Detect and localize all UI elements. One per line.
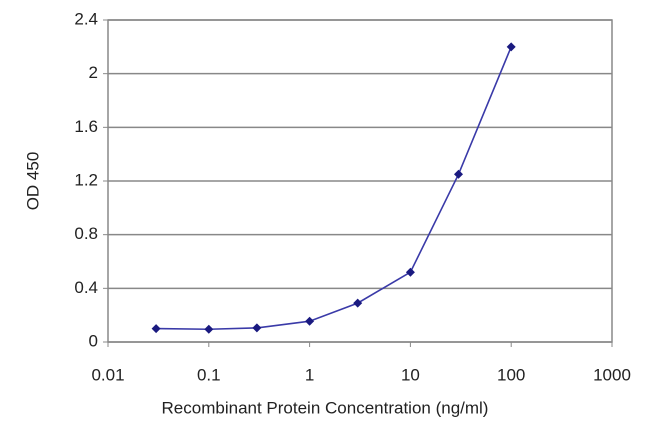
data-marker xyxy=(453,169,463,179)
y-tick-label: 2 xyxy=(89,63,98,82)
x-tick-label: 10 xyxy=(401,365,420,384)
y-tick-label: 0 xyxy=(89,331,98,350)
x-tick-label: 100 xyxy=(497,365,525,384)
y-tick-label: 0.4 xyxy=(74,278,98,297)
data-marker xyxy=(305,316,315,326)
y-axis-title: OD 450 xyxy=(23,152,42,211)
data-line xyxy=(156,46,512,331)
y-tick-label: 2.4 xyxy=(74,9,98,28)
x-tick-label: 0.01 xyxy=(91,365,124,384)
y-tick-label: 0.8 xyxy=(74,224,98,243)
x-axis-title: Recombinant Protein Concentration (ng/ml… xyxy=(162,398,489,417)
y-tick-label: 1.6 xyxy=(74,117,98,136)
data-marker xyxy=(252,323,262,333)
data-marker xyxy=(405,267,415,277)
data-marker xyxy=(506,42,516,52)
data-marker xyxy=(204,324,214,334)
x-tick-label: 1000 xyxy=(593,365,631,384)
data-marker xyxy=(151,324,161,334)
x-tick-label: 1 xyxy=(305,365,314,384)
y-tick-label: 1.2 xyxy=(74,170,98,189)
x-tick-label: 0.1 xyxy=(197,365,221,384)
data-marker xyxy=(353,298,363,308)
